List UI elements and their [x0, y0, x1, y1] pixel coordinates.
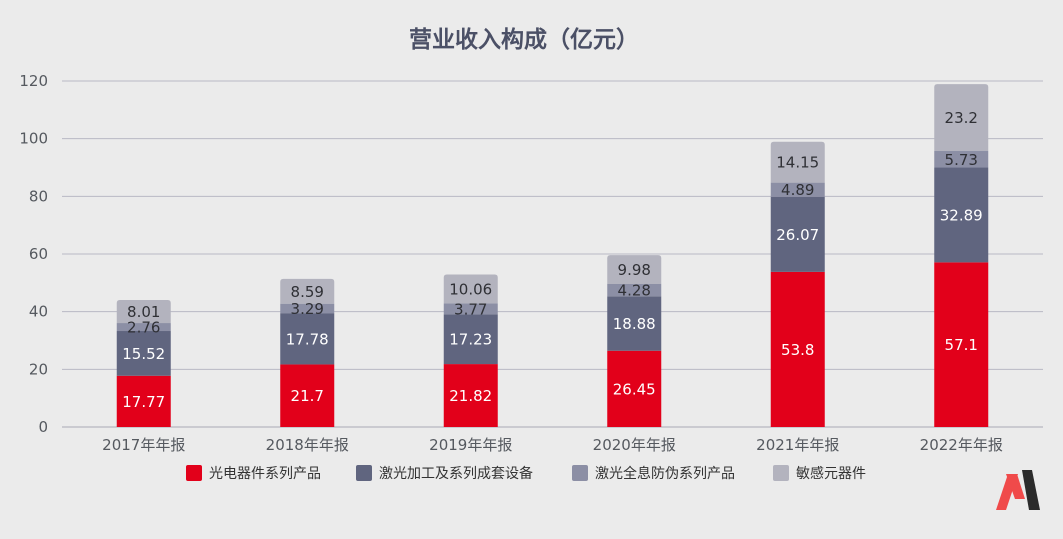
legend-swatch — [356, 465, 372, 481]
x-tick-label: 2019年年报 — [429, 436, 512, 454]
x-tick-label: 2021年年报 — [756, 436, 839, 454]
legend: 光电器件系列产品 激光加工及系列成套设备 激光全息防伪系列产品 敏感元器件 — [186, 465, 866, 482]
legend-label: 敏感元器件 — [796, 465, 866, 482]
data-label: 18.88 — [613, 315, 656, 333]
y-tick-label: 120 — [19, 72, 48, 90]
gridlines — [62, 80, 1043, 428]
data-label: 17.78 — [286, 330, 329, 348]
logo-middle-stroke — [1006, 474, 1025, 499]
data-label: 8.59 — [291, 283, 324, 301]
data-label: 5.73 — [945, 151, 978, 169]
data-label: 26.45 — [613, 380, 656, 398]
bar-segment — [443, 303, 498, 315]
data-label: 3.77 — [454, 300, 487, 318]
x-axis-ticks: 2017年年报 2018年年报 2019年年报 2020年年报 2021年年报 2022年… — [102, 436, 1003, 454]
data-label: 10.06 — [449, 281, 492, 299]
data-label: 32.89 — [940, 206, 983, 224]
data-label: 57.1 — [945, 336, 978, 354]
data-label: 3.29 — [291, 300, 324, 318]
bar-segment — [770, 141, 825, 183]
y-tick-label: 80 — [29, 187, 48, 205]
brand-logo — [996, 470, 1040, 510]
legend-label: 激光全息防伪系列产品 — [595, 465, 735, 482]
bar-segment — [770, 196, 825, 272]
data-label: 15.52 — [122, 345, 165, 363]
bar-segment — [607, 283, 662, 297]
x-tick-label: 2018年年报 — [266, 436, 349, 454]
bar-segment — [116, 299, 171, 324]
legend-swatch — [186, 465, 202, 481]
bar-segment — [934, 84, 989, 152]
data-label: 21.82 — [449, 387, 492, 405]
bar-segment — [116, 331, 171, 376]
data-label: 26.07 — [776, 226, 819, 244]
y-tick-label: 20 — [29, 360, 48, 378]
bar-segment — [607, 296, 662, 351]
data-label: 8.01 — [127, 303, 160, 321]
chart-title: 营业收入构成（亿元） — [409, 26, 639, 53]
bar-segment — [443, 274, 498, 304]
y-axis-ticks: 0 20 40 60 80 100 120 — [19, 72, 48, 436]
bar-segment — [934, 167, 989, 263]
data-label: 4.28 — [618, 282, 651, 300]
x-tick-label: 2022年年报 — [920, 436, 1003, 454]
bars — [116, 84, 989, 427]
data-label: 17.77 — [122, 393, 165, 411]
bar-segment — [280, 278, 335, 304]
logo-right-stroke — [1022, 470, 1040, 510]
data-label: 9.98 — [618, 261, 651, 279]
data-label: 17.23 — [449, 331, 492, 349]
legend-swatch — [773, 465, 789, 481]
y-tick-label: 40 — [29, 303, 48, 321]
bar-segment — [280, 313, 335, 365]
bar-segment — [116, 323, 171, 332]
data-label: 23.2 — [945, 109, 978, 127]
x-tick-label: 2017年年报 — [102, 436, 185, 454]
legend-swatch — [572, 465, 588, 481]
y-tick-label: 60 — [29, 245, 48, 263]
data-label: 21.7 — [291, 387, 324, 405]
bar-segment — [443, 364, 498, 427]
legend-label: 光电器件系列产品 — [209, 466, 321, 482]
y-tick-label: 100 — [19, 130, 48, 148]
data-labels: 17.77 15.52 2.768.01 21.7 17.78 3.298.59 21.82… — [122, 109, 982, 411]
data-label: 14.15 — [776, 154, 819, 172]
bar-segment — [116, 375, 171, 427]
bar-segment — [770, 271, 825, 427]
data-label: 4.89 — [781, 181, 814, 199]
y-tick-label: 0 — [38, 418, 48, 436]
bar-segment — [280, 364, 335, 427]
bar-segment — [770, 182, 825, 197]
bar-segment — [607, 255, 662, 284]
bar-segment — [443, 314, 498, 365]
bar-segment — [280, 303, 335, 314]
x-tick-label: 2020年年报 — [593, 436, 676, 454]
bar-segment — [934, 262, 989, 427]
bar-segment — [607, 350, 662, 427]
legend-label: 激光加工及系列成套设备 — [379, 465, 533, 482]
bar-segment — [934, 151, 989, 168]
data-label: 53.8 — [781, 341, 814, 359]
data-label: 2.76 — [127, 319, 160, 337]
